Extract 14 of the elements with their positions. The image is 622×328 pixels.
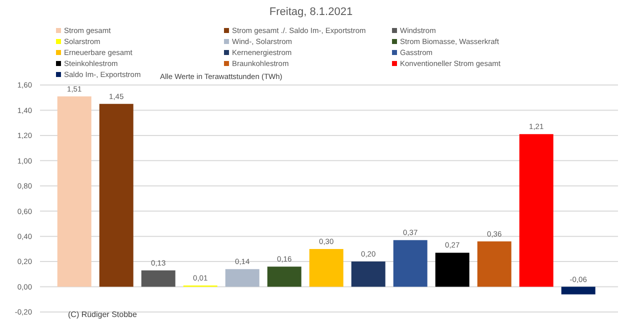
bar	[351, 262, 386, 287]
bar	[141, 270, 176, 287]
bar	[99, 104, 134, 287]
annotation: (C) Rüdiger Stobbe	[68, 310, 137, 319]
bar	[519, 134, 554, 287]
bar	[225, 269, 260, 287]
bar	[57, 96, 92, 287]
bar	[309, 248, 344, 287]
chart-title: Freitag, 8.1.2021	[268, 5, 354, 20]
bar	[561, 286, 596, 294]
bar	[477, 241, 512, 287]
bar	[393, 240, 428, 287]
bar	[267, 266, 302, 287]
bar	[435, 252, 470, 287]
